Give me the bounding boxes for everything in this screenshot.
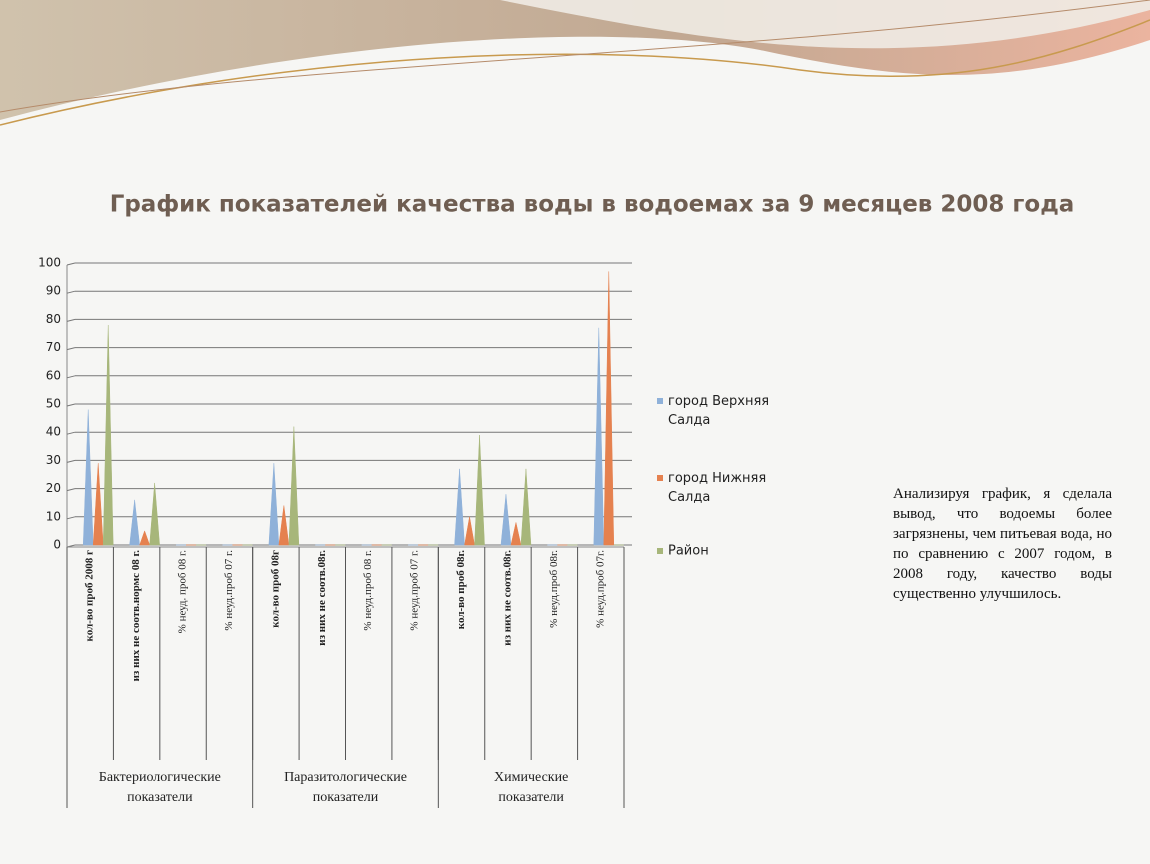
y-tick-label: 0 [53,538,61,552]
x-tick-label: % неуд.проб 08 г. [362,550,374,631]
cone [82,409,94,546]
y-tick-label: 100 [38,256,61,270]
grid-line [66,403,76,407]
header-line [0,19,1150,126]
legend-swatch [657,475,663,481]
cone [603,271,615,546]
y-tick-label: 90 [46,284,61,298]
cone [139,530,150,546]
group-label: Химические показатели [494,770,568,805]
cone [278,505,290,546]
grid-line [66,516,76,520]
grid-line [66,347,76,351]
y-tick-label: 80 [46,312,61,326]
cone [464,516,475,546]
x-tick-label: из них не соотв.08г. [501,550,513,646]
cone [92,463,104,546]
group-label: Бактериологические показатели [99,770,221,805]
legend-label: Район [668,544,709,559]
cone [520,468,532,546]
y-tick-label: 70 [46,340,61,354]
y-tick-label: 40 [46,425,61,439]
x-tick-label: % неуд.проб 08г. [548,550,560,628]
x-tick-label: % неуд.проб 07г. [594,550,606,628]
cone [454,468,465,546]
legend-label: город Верхняя Салда [668,394,769,428]
grid-line [66,459,76,463]
grid-line [66,431,76,435]
note: Анализируя график, я сделала вывод, что … [893,486,1112,602]
grid-line [66,488,76,492]
legend-swatch [657,548,663,554]
grid-line [66,375,76,379]
cone [593,327,605,546]
x-tick-label: кол-во проб 08г [269,550,281,628]
legend-swatch [657,398,663,404]
y-tick-label: 50 [46,397,61,411]
cone [268,463,280,546]
header-line [0,0,1150,113]
group-label: Паразитологические показатели [284,770,407,805]
x-tick-label: % неуд.проб 07 г. [223,550,235,631]
cone [288,426,300,546]
cone [102,325,114,546]
cone [510,522,522,546]
header-wave [500,0,1150,49]
grid-line [66,290,76,294]
x-tick-label: из них не соотв.08г. [316,550,328,646]
x-tick-label: % неуд.проб 07 г. [409,550,421,631]
legend-label: город Нижняя Салда [668,471,766,505]
cone [149,482,160,546]
y-tick-label: 60 [46,368,61,382]
x-tick-label: кол-во проб 08г. [455,550,467,629]
y-tick-label: 20 [46,481,61,495]
x-tick-label: % неуд. проб 08 г. [177,550,189,634]
y-tick-label: 10 [46,509,61,523]
grid-line [66,318,76,322]
chart-title: График показателей качества воды в водое… [110,192,1075,218]
grid-line [66,262,76,266]
cone [129,499,140,546]
y-tick-label: 30 [46,453,61,467]
x-tick-label: кол-во проб 2008 г [84,550,96,641]
x-tick-label: из них не соотв.нормс 08 г. [130,550,142,682]
cone [500,494,512,546]
cone [474,435,485,546]
